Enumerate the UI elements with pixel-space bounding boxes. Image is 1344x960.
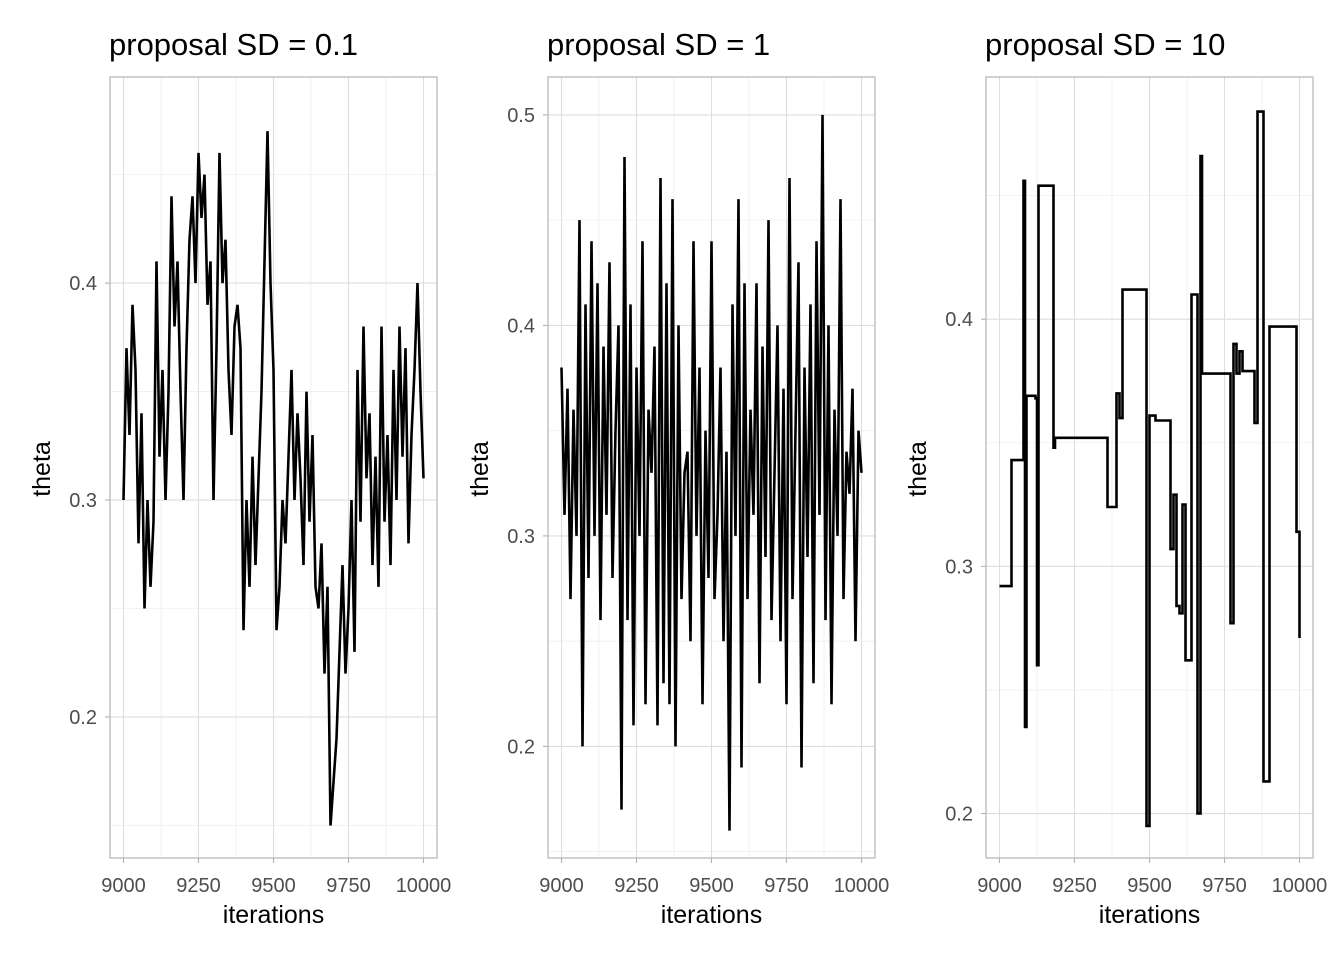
y-tick-label: 0.3 xyxy=(69,490,97,512)
y-axis-title: theta xyxy=(466,441,494,497)
tick-labels: 9000 9250 9500 9750 10000 0.2 0.3 0.4 0.5 xyxy=(507,105,889,897)
panel-proposal-sd-10: proposal SD = 10 theta iterations 9000 92… xyxy=(904,27,1327,929)
y-tick-label: 0.3 xyxy=(945,556,973,578)
x-tick-label: 9750 xyxy=(1202,875,1247,897)
y-tick-label: 0.4 xyxy=(69,273,97,295)
trace-series xyxy=(560,114,863,831)
panel-proposal-sd-0-1: proposal SD = 0.1 theta iterations 9000 9… xyxy=(28,27,451,929)
x-tick-label: 10000 xyxy=(834,875,890,897)
theta-trace-line xyxy=(122,131,425,826)
y-tick-label: 0.4 xyxy=(507,315,535,337)
tick-labels: 9000 9250 9500 9750 10000 0.2 0.3 0.4 xyxy=(69,273,451,897)
x-tick-label: 9250 xyxy=(176,875,221,897)
x-tick-label: 9750 xyxy=(326,875,371,897)
y-axis-title: theta xyxy=(904,441,932,497)
panel-title: proposal SD = 1 xyxy=(547,27,770,62)
x-axis-title: iterations xyxy=(1099,901,1200,929)
y-tick-label: 0.3 xyxy=(507,526,535,548)
y-tick-label: 0.5 xyxy=(507,105,535,127)
x-tick-label: 9000 xyxy=(539,875,584,897)
x-tick-label: 10000 xyxy=(396,875,452,897)
panel-title: proposal SD = 0.1 xyxy=(109,27,358,62)
theta-trace-line xyxy=(560,114,863,831)
x-tick-label: 9250 xyxy=(614,875,659,897)
y-tick-label: 0.2 xyxy=(945,804,973,826)
x-tick-label: 9750 xyxy=(764,875,809,897)
tick-marks xyxy=(105,282,425,863)
y-tick-label: 0.4 xyxy=(945,309,973,331)
x-tick-label: 9000 xyxy=(101,875,146,897)
y-tick-label: 0.2 xyxy=(69,707,97,729)
x-tick-label: 9500 xyxy=(1127,875,1172,897)
trace-series xyxy=(122,131,425,826)
x-tick-label: 9250 xyxy=(1052,875,1097,897)
tick-marks xyxy=(543,114,863,863)
x-axis-title: iterations xyxy=(223,901,324,929)
x-tick-label: 9000 xyxy=(977,875,1022,897)
x-tick-label: 10000 xyxy=(1272,875,1328,897)
trace-series xyxy=(999,110,1301,828)
panel-title: proposal SD = 10 xyxy=(985,27,1225,62)
tick-marks xyxy=(981,318,1301,863)
tick-labels: 9000 9250 9500 9750 10000 0.2 0.3 0.4 xyxy=(945,309,1327,897)
y-tick-label: 0.2 xyxy=(507,736,535,758)
x-tick-label: 9500 xyxy=(689,875,734,897)
y-axis-title: theta xyxy=(28,441,56,497)
x-axis-title: iterations xyxy=(661,901,762,929)
theta-trace-line xyxy=(999,110,1301,828)
panel-proposal-sd-1: proposal SD = 1 theta iterations 9000 925… xyxy=(466,27,889,929)
x-tick-label: 9500 xyxy=(251,875,296,897)
